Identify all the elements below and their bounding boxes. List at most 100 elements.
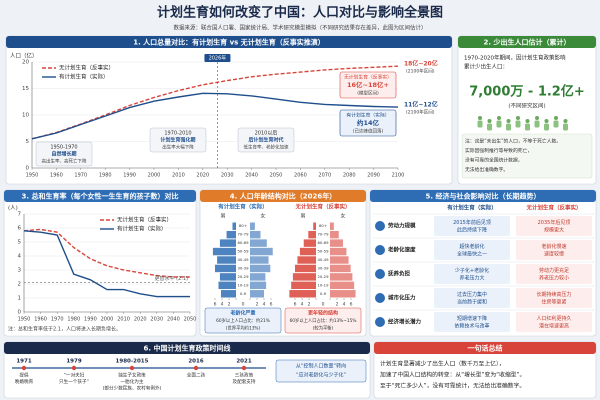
female-bar [250, 264, 271, 273]
column-header: 有计划生育（实际） [447, 204, 497, 212]
row-icon [375, 269, 385, 279]
age-label: 80+ [239, 223, 247, 228]
x-tick-label: 2000 [148, 173, 161, 179]
person-icon [516, 116, 520, 120]
panel-header [4, 342, 370, 354]
female-bar [330, 290, 356, 298]
period-box [237, 127, 295, 153]
panel-header [4, 190, 196, 202]
male-bar [313, 222, 316, 230]
series-line [23, 230, 190, 298]
y-tick-label: 4 [18, 254, 22, 260]
age-label: 40-49 [237, 257, 249, 262]
panel-header [458, 36, 596, 48]
y-axis-label: (人) [8, 205, 18, 212]
person-icon [506, 123, 511, 131]
label: 少子化+老龄化 [455, 267, 489, 274]
callout-title: 无计划生育（反事实） [344, 74, 392, 81]
label: (部分少数民族、农村有例外) [103, 385, 162, 392]
panel-header [374, 342, 596, 354]
male-bar [299, 247, 316, 256]
pyramid-caption: 更年轻的结构 [308, 310, 338, 317]
label: 老龄化慢速 [541, 243, 566, 250]
person-icon [535, 116, 539, 120]
event-dot [71, 365, 77, 371]
age-label: 0-9 [320, 291, 327, 296]
x-tick-label: 1990 [84, 317, 97, 323]
age-label: 40-49 [317, 257, 329, 262]
x-tick-label: 6 [270, 302, 273, 308]
x-tick-label: 1980 [67, 317, 80, 323]
age-label: 10-19 [237, 282, 249, 287]
label: 累计少出生人口： [464, 63, 508, 71]
person-icon [525, 123, 530, 131]
male-bar [303, 239, 316, 247]
age-label: 70-79 [237, 232, 249, 237]
x-tick-label: 2030 [221, 173, 234, 179]
pyramid-title: 有计划生育（实际） [218, 203, 268, 211]
label: 从“控制人口数量”转向 [296, 363, 346, 370]
callout-box [339, 109, 397, 137]
event-year: 1979 [66, 359, 81, 365]
x-tick-label: 2 [228, 302, 231, 308]
person-icon [563, 123, 568, 131]
legend-label: 有计划生育（实际） [117, 225, 167, 233]
sex-label: 男 [220, 214, 225, 220]
end-label: 18亿~20亿 [404, 60, 438, 68]
x-tick-label: 2030 [150, 317, 163, 323]
sex-label: 女 [260, 213, 265, 220]
panel-title: 3. 总和生育率（每个女性一生生育的孩子数）对比 [22, 192, 179, 201]
x-tick-label: 2000 [101, 317, 114, 323]
chart-note: 注：总和生育率低于2.1，人口将进入长期负增长。 [8, 326, 121, 333]
cell [434, 312, 510, 332]
x-tick-label: 1970 [51, 317, 64, 323]
person-icon [554, 116, 558, 120]
y-tick-label: 5 [18, 240, 22, 246]
births-value: 7,000万 - 1.2亿+ [469, 84, 585, 100]
x-tick-label: 1960 [34, 317, 47, 323]
label: 提倡 [19, 372, 29, 379]
male-bar [218, 281, 236, 290]
row-icon [375, 245, 385, 255]
female-bar [330, 273, 353, 281]
female-bar [250, 273, 266, 281]
series-line [31, 65, 399, 140]
female-bar [250, 290, 264, 298]
x-tick-label: 2050 [270, 173, 283, 179]
cell [516, 216, 592, 236]
label: 一胎化为主 [121, 378, 144, 385]
cell [516, 288, 592, 308]
event-year: 1980-2015 [116, 359, 149, 365]
label: 全球最快之一 [457, 251, 487, 258]
x-tick-label: 6 [350, 302, 353, 308]
male-bar [219, 239, 236, 247]
person-icon [525, 119, 530, 123]
pyramid-caption: (较为平衡) [313, 325, 334, 332]
person-icon [477, 120, 483, 128]
age-label: 10-19 [317, 282, 329, 287]
x-tick-label: 4 [221, 302, 224, 308]
x-tick-label: 4 [343, 302, 346, 308]
panel-header [200, 190, 366, 202]
label: “一对夫妇 [64, 372, 85, 379]
callout-note: (已达峰值回落) [353, 128, 384, 135]
series-line [31, 92, 399, 140]
label: 三孩政策 [235, 372, 254, 379]
pyramid-caption: (世界平均约13%) [226, 325, 261, 332]
cell [516, 312, 592, 332]
label: 过去压力集中 [457, 291, 487, 298]
male-bar [289, 290, 316, 298]
pyramid-caption: 60岁以上人口占比：约21% [216, 317, 270, 324]
x-tick-label: 1950 [26, 173, 39, 179]
person-icon [506, 119, 511, 123]
replacement-label: 更替水平 (2.1) [155, 275, 188, 282]
row-icon [375, 221, 385, 231]
row-label: 劳动力规模 [388, 222, 416, 230]
x-tick-label: 1950 [18, 317, 31, 323]
y-tick-label: 20 [22, 60, 29, 66]
panel-title: 5. 经济与社会影响对比（长期趋势） [426, 192, 541, 201]
male-bar [217, 256, 236, 264]
label: 注：这是“未出生”的人口，不等于死亡人数。 [465, 138, 561, 145]
female-bar [250, 239, 267, 247]
age-label: 20-29 [317, 274, 329, 279]
